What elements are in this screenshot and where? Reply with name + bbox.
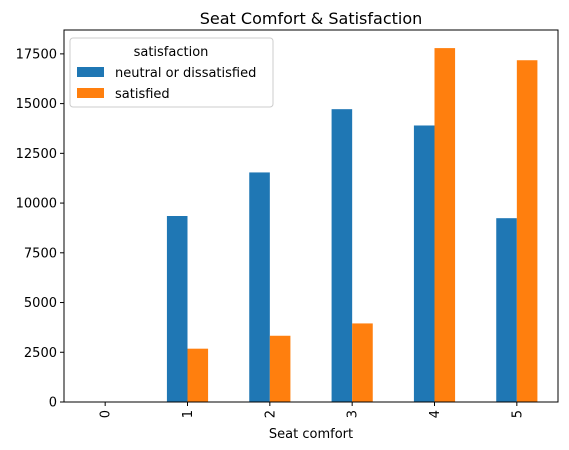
legend-title: satisfaction	[134, 45, 209, 60]
chart-title: Seat Comfort & Satisfaction	[200, 9, 423, 28]
plot-frame	[63, 29, 559, 403]
x-tick-label: 2	[263, 410, 278, 418]
y-axis: 0 2500 5000 7500 10000 12500 15000 17500	[16, 47, 64, 411]
x-axis: 0 1 2 3 4 5	[99, 402, 525, 418]
y-tick-label: 12500	[16, 147, 57, 162]
x-tick-label: 5	[510, 410, 525, 418]
y-tick-label: 10000	[16, 197, 57, 212]
bar-neutral-or-dissatisfied-2	[249, 172, 270, 402]
x-axis-label: Seat comfort	[269, 427, 353, 442]
x-tick-label: 1	[181, 410, 196, 418]
y-tick-label: 5000	[24, 296, 57, 311]
x-tick-label: 3	[346, 410, 361, 418]
bar-neutral-or-dissatisfied-3	[331, 109, 353, 403]
legend-swatch-neutral-or-dissatisfied	[77, 67, 104, 77]
bar-satisfied-5	[516, 60, 538, 403]
bar-neutral-or-dissatisfied-4	[413, 125, 435, 402]
bar-satisfied-1	[187, 348, 209, 402]
legend-box	[69, 37, 274, 108]
y-tick-label: 0	[49, 396, 57, 411]
legend-label-neutral-or-dissatisfied: neutral or dissatisfied	[115, 66, 256, 81]
legend-label-satisfied: satisfied	[115, 87, 170, 102]
bar-satisfied-4	[434, 48, 456, 403]
x-tick-label: 4	[428, 410, 443, 418]
x-tick-label: 0	[99, 410, 114, 418]
legend: satisfaction neutral or dissatisfied sat…	[69, 37, 274, 108]
legend-swatch-satisfied	[77, 88, 104, 98]
y-tick-label: 15000	[16, 97, 57, 112]
y-tick-label: 2500	[24, 346, 57, 361]
bar-neutral-or-dissatisfied-5	[496, 218, 517, 402]
bar-satisfied-2	[269, 335, 291, 402]
bar-satisfied-3	[352, 323, 373, 402]
y-tick-label: 17500	[16, 47, 57, 62]
bar-neutral-or-dissatisfied-1	[166, 216, 188, 402]
bars-group	[84, 48, 538, 403]
y-tick-label: 7500	[24, 246, 57, 261]
